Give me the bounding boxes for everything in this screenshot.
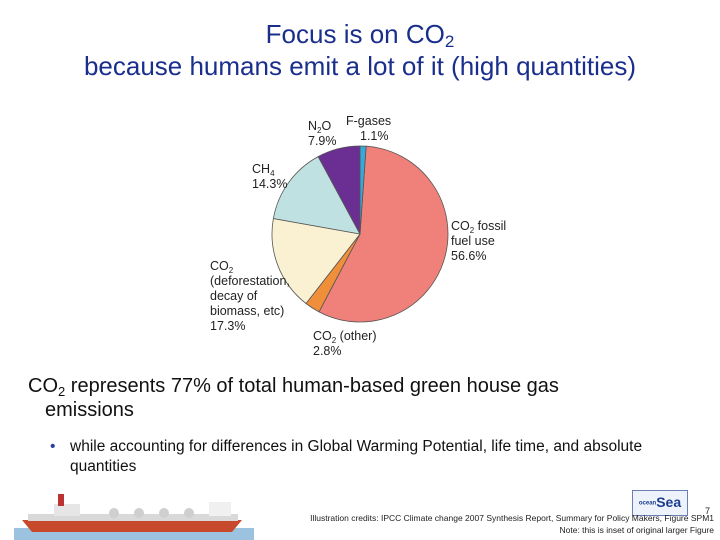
title-line-1: Focus is on CO2 <box>265 19 455 51</box>
ocean-sea-logo: oceanSea <box>632 490 688 516</box>
page-number: 7 <box>704 506 710 516</box>
headline-text: CO2 represents 77% of total human-based … <box>28 375 559 421</box>
label-co2-other: CO2 (other) 2.8% <box>313 329 377 358</box>
footer-credits: Illustration credits: IPCC Climate chang… <box>310 513 714 535</box>
slice-co2-deforestation <box>271 218 361 305</box>
label-co2-fossil: CO2 fossil fuel use 56.6% <box>451 219 507 263</box>
ship-illustration <box>14 494 254 540</box>
bullet-icon: • <box>50 438 56 455</box>
slice-ch4 <box>272 156 361 235</box>
label-ch4: CH4 14.3% <box>252 162 288 191</box>
pie-chart <box>271 145 449 323</box>
slide-title: Focus is on CO2 because humans emit a lo… <box>0 18 720 82</box>
slice-f-gases <box>359 145 367 235</box>
title-line-2: because humans emit a lot of it (high qu… <box>83 51 637 81</box>
label-co2-deforestation: CO2 (deforestation, decay of biomass, et… <box>210 259 290 333</box>
slice-co2-fossil <box>318 145 449 323</box>
label-f-gases: F-gases 1.1% <box>346 114 392 143</box>
bullet-point: • while accounting for differences in Gl… <box>50 438 643 475</box>
label-n2o: N2O 7.9% <box>308 119 337 148</box>
